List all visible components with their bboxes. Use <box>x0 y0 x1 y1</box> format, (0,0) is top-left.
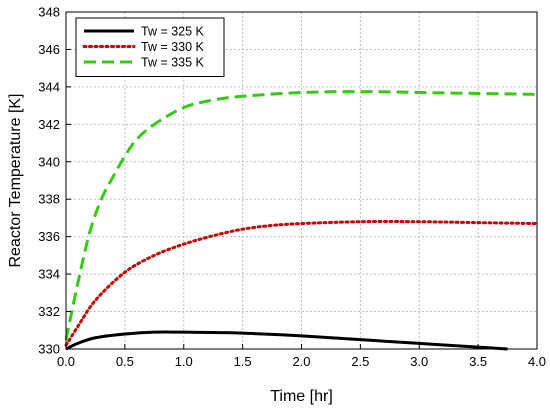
series-lines <box>64 90 539 351</box>
x-tick-label: 2.0 <box>292 354 310 369</box>
y-tick-label: 342 <box>38 117 60 132</box>
legend: Tw = 325 KTw = 330 K Tw = 335 K <box>75 17 225 77</box>
y-tick-label: 338 <box>38 192 60 207</box>
x-tick-label: 4.0 <box>528 354 546 369</box>
x-axis-title: Time [hr] <box>270 388 333 405</box>
series-line-1 <box>65 330 508 351</box>
series-line-2 <box>64 220 539 347</box>
x-tick-label: 3.0 <box>410 354 428 369</box>
y-tick-label: 340 <box>38 154 60 169</box>
x-tick-label: 1.5 <box>234 354 252 369</box>
x-tick-label: 1.0 <box>175 354 193 369</box>
legend-label-1: Tw = 325 K <box>141 25 205 39</box>
legend-label-2: Tw = 330 K <box>141 40 205 54</box>
axis-ticks: 0.0 0.5 1.0 1.5 2.0 2.5 3.0 3.5 4.0 330 332 334 336 3… <box>38 5 546 370</box>
legend-label-3: Tw = 335 K <box>141 56 205 70</box>
x-tick-label: 0.0 <box>57 354 75 369</box>
x-tick-label: 3.5 <box>469 354 487 369</box>
y-tick-label: 346 <box>38 42 60 57</box>
series-line-3 <box>64 90 538 340</box>
x-tick-label: 2.5 <box>351 354 369 369</box>
y-tick-label: 330 <box>38 342 60 357</box>
y-tick-label: 332 <box>38 304 60 319</box>
x-tick-label: 0.5 <box>116 354 134 369</box>
y-tick-label: 334 <box>38 267 60 282</box>
y-tick-label: 348 <box>38 5 60 20</box>
y-tick-label: 344 <box>38 79 60 94</box>
y-tick-label: 336 <box>38 229 60 244</box>
y-axis-title: Reactor Temperature [K] <box>7 93 24 267</box>
